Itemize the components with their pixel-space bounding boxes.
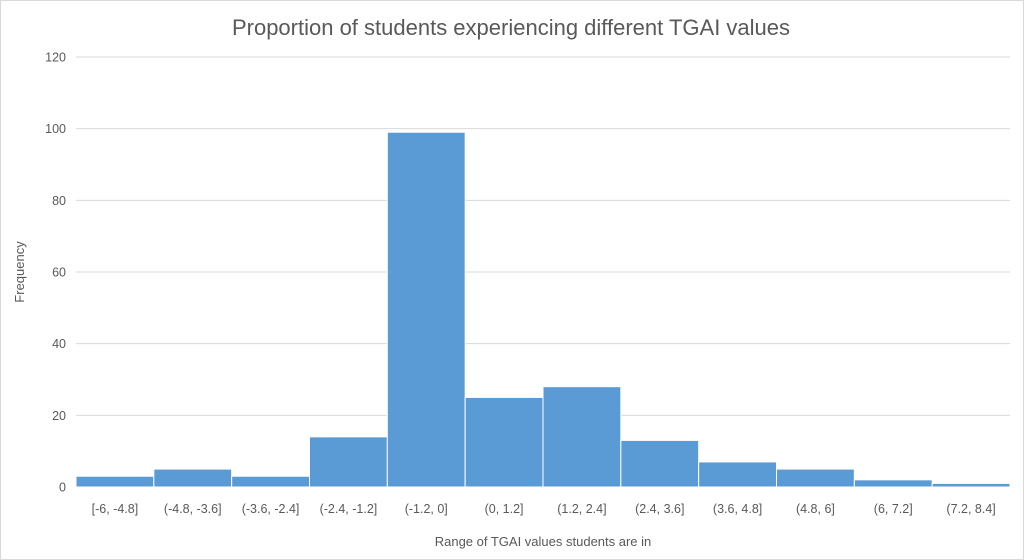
x-axis-ticks: [-6, -4.8] (-4.8, -3.6] (-3.6, -2.4] (-2.4,… [92, 502, 996, 516]
x-axis-title: Range of TGAI values students are in [435, 534, 652, 549]
bar [776, 468, 855, 488]
x-tick-label: (-3.6, -2.4] [242, 502, 300, 516]
x-tick-label: (1.2, 2.4] [557, 502, 606, 516]
x-tick-label: (6, 7.2] [874, 502, 913, 516]
bar [698, 461, 778, 488]
y-tick-label: 100 [45, 122, 66, 136]
bars [75, 131, 1011, 488]
y-tick-label: 80 [52, 194, 66, 208]
bar [464, 396, 544, 488]
y-axis-ticks: 0 20 40 60 80 100 120 [45, 51, 66, 495]
y-tick-label: 120 [45, 51, 66, 65]
y-tick-label: 60 [52, 266, 66, 280]
x-tick-label: (-4.8, -3.6] [164, 502, 222, 516]
y-tick-label: 40 [52, 337, 66, 351]
bar [386, 131, 466, 488]
x-tick-label: (7.2, 8.4] [946, 502, 995, 516]
y-tick-label: 20 [52, 409, 66, 423]
x-tick-label: (-1.2, 0] [405, 502, 448, 516]
x-tick-label: (0, 1.2] [485, 502, 524, 516]
bar [309, 436, 388, 488]
bar [620, 439, 700, 488]
bar [75, 475, 155, 488]
x-tick-label: (4.8, 6] [796, 502, 835, 516]
x-tick-label: [-6, -4.8] [92, 502, 139, 516]
bar [542, 386, 622, 488]
bar [153, 468, 233, 488]
x-tick-label: (2.4, 3.6] [635, 502, 684, 516]
bar [231, 475, 311, 488]
bar [853, 479, 933, 488]
y-tick-label: 0 [59, 481, 66, 495]
chart-title: Proportion of students experiencing diff… [232, 15, 790, 40]
y-axis-title: Frequency [12, 241, 27, 303]
x-tick-label: (3.6, 4.8] [713, 502, 762, 516]
bar [931, 482, 1011, 488]
x-tick-label: (-2.4, -1.2] [320, 502, 378, 516]
